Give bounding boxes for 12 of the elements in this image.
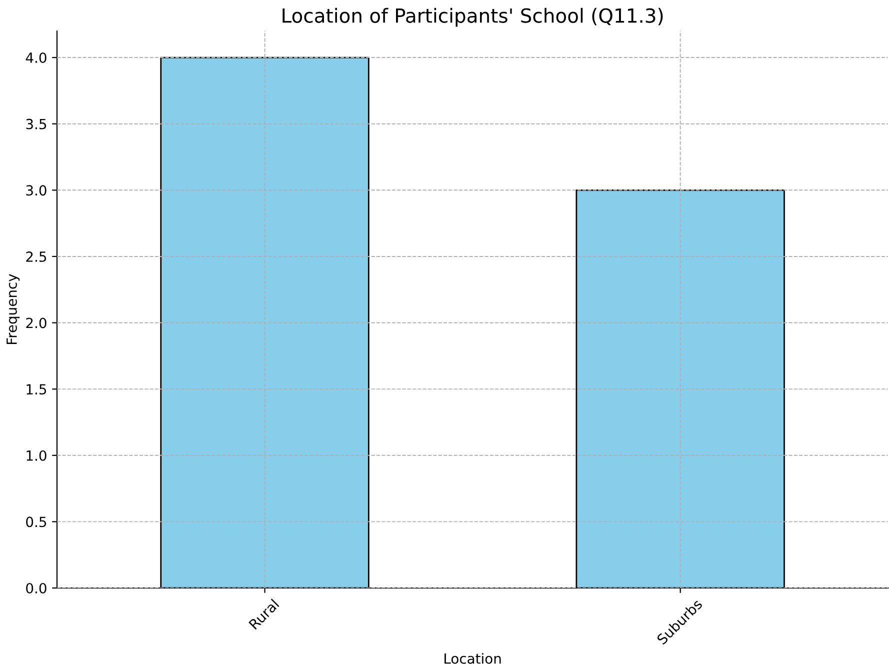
y-tick-label: 3.0 xyxy=(26,185,46,196)
x-axis-title: Location xyxy=(444,653,501,664)
y-tick-label: 0.5 xyxy=(26,516,46,528)
y-tick-label: 0.0 xyxy=(26,582,46,594)
y-tick-label: 1.0 xyxy=(26,450,46,461)
y-tick-label: 2.0 xyxy=(26,318,46,328)
chart-title: Location of Participants' School (Q11.3) xyxy=(282,8,663,27)
y-tick-label: 3.5 xyxy=(26,118,46,130)
y-axis-title: Frequency xyxy=(6,274,20,344)
y-tick-label: 2.5 xyxy=(26,251,46,262)
y-tick-label: 1.5 xyxy=(26,384,46,395)
y-tick-label: 4.0 xyxy=(26,52,46,63)
